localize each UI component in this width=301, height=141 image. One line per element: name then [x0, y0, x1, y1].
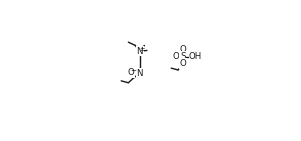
- Text: OH: OH: [189, 52, 202, 61]
- Text: O: O: [179, 59, 186, 68]
- Text: S: S: [180, 52, 185, 61]
- Text: O: O: [172, 52, 179, 61]
- Text: N: N: [136, 47, 143, 56]
- Text: O: O: [128, 68, 134, 77]
- Text: −: −: [130, 68, 136, 74]
- Text: ±: ±: [140, 46, 145, 52]
- Text: O: O: [179, 45, 186, 54]
- Text: N: N: [136, 69, 143, 78]
